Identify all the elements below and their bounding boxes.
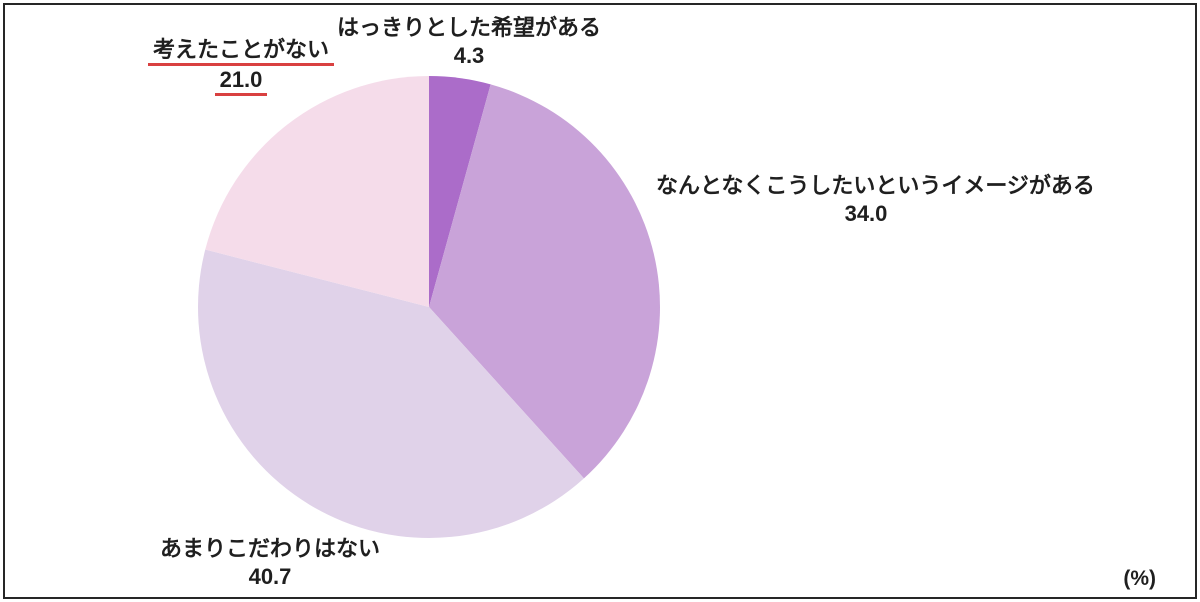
pie-slice-2 (198, 249, 584, 538)
slice-label-text: あまりこだわりはない (159, 536, 380, 561)
slice-label-nantonaku: なんとなくこうしたいというイメージがある 34.0 (656, 172, 1095, 228)
pie-slices (198, 75, 660, 538)
slice-value-text: 40.7 (248, 564, 292, 589)
slice-label-amari: あまりこだわりはない 40.7 (120, 535, 420, 591)
unit-label: (%) (1123, 567, 1156, 590)
pie-slice-3 (205, 75, 429, 308)
slice-value-text: 4.3 (453, 43, 485, 68)
slice-value-text: 34.0 (844, 201, 888, 226)
pie-slice-0 (429, 76, 491, 307)
slice-value-text-underlined: 21.0 (214, 67, 268, 96)
slice-label-hakkiri: はっきりとした希望がある 4.3 (329, 14, 609, 70)
slice-label-kangaeta: 考えたことがない 21.0 (116, 36, 366, 96)
slice-label-text: はっきりとした希望がある (336, 15, 601, 40)
slice-label-text: なんとなくこうしたいというイメージがある (656, 173, 1095, 198)
pie-slice-1 (429, 84, 660, 479)
slice-label-text-underlined: 考えたことがない (147, 37, 334, 66)
